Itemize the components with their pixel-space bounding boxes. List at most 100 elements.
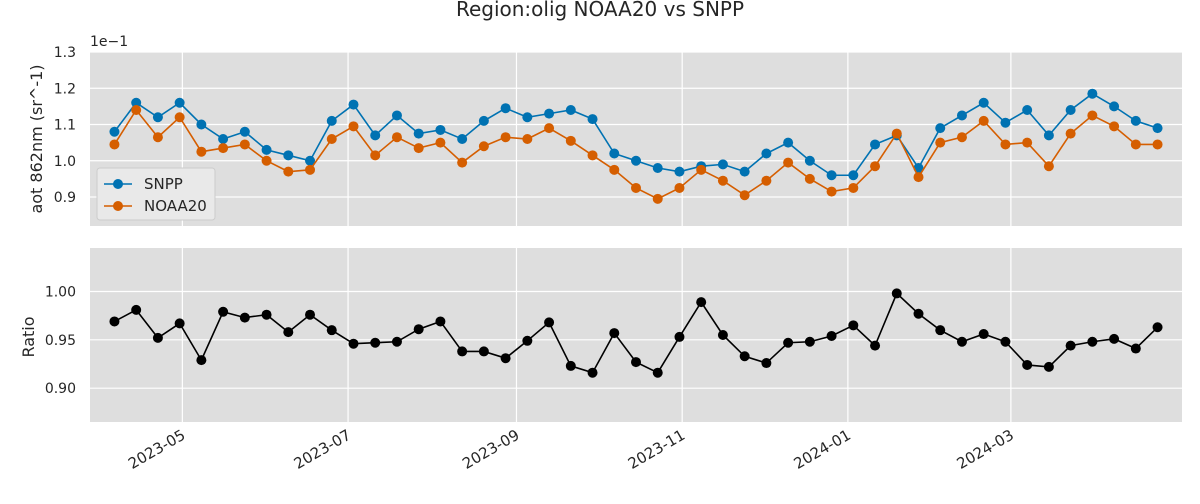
top-point-snpp [370, 130, 381, 141]
bottom-point-ratio [935, 325, 946, 336]
bottom-point-ratio [1109, 333, 1120, 344]
x-tick-label: 2023-07 [291, 426, 354, 473]
top-point-snpp [870, 139, 881, 150]
bottom-point-ratio [283, 327, 294, 338]
legend-marker-noaa20 [113, 201, 123, 211]
x-tick-label: 2023-05 [125, 426, 188, 473]
bottom-point-ratio [783, 337, 794, 348]
bottom-point-ratio [196, 355, 207, 366]
top-point-snpp [305, 155, 316, 166]
top-point-snpp [652, 163, 663, 173]
bottom-panel-plot-area [90, 248, 1182, 422]
top-point-snpp [587, 114, 598, 125]
legend-marker-snpp [113, 179, 123, 189]
top-point-snpp [544, 108, 555, 119]
top-point-snpp [1065, 105, 1076, 115]
bottom-y-tick-label: 0.95 [45, 333, 76, 349]
bottom-point-ratio [761, 358, 772, 369]
bottom-point-ratio [218, 306, 229, 317]
legend-box [96, 167, 216, 221]
top-point-noaa20 [761, 175, 772, 186]
top-point-snpp [804, 155, 815, 166]
top-point-noaa20 [283, 166, 294, 177]
top-point-noaa20 [631, 182, 641, 193]
top-point-noaa20 [413, 143, 424, 154]
top-point-snpp [131, 97, 142, 108]
bottom-point-ratio [457, 346, 468, 357]
top-point-snpp [956, 110, 967, 121]
top-point-noaa20 [326, 134, 337, 144]
top-point-noaa20 [609, 164, 620, 175]
bottom-point-ratio [1043, 361, 1054, 372]
top-point-snpp [935, 123, 946, 134]
top-point-snpp [761, 148, 772, 159]
top-point-snpp [717, 159, 728, 170]
bottom-point-ratio [804, 336, 815, 347]
bottom-y-axis-label: Ratio [19, 316, 38, 357]
bottom-point-ratio [522, 335, 533, 346]
bottom-point-ratio [478, 346, 489, 357]
top-point-snpp [218, 134, 229, 144]
top-point-noaa20 [935, 137, 946, 148]
bottom-point-ratio [261, 309, 272, 320]
bottom-point-ratio [956, 336, 967, 347]
bottom-point-ratio [174, 318, 185, 329]
top-point-snpp [1130, 115, 1141, 126]
bottom-point-ratio [1065, 340, 1076, 351]
top-point-noaa20 [391, 132, 402, 143]
bottom-point-ratio [826, 330, 837, 341]
top-point-noaa20 [305, 164, 316, 175]
top-point-snpp [674, 166, 685, 177]
top-point-snpp [1043, 130, 1054, 141]
top-point-snpp [1087, 88, 1098, 99]
top-point-noaa20 [457, 157, 468, 168]
bottom-point-ratio [305, 309, 316, 320]
top-point-noaa20 [739, 190, 750, 201]
bottom-point-ratio [326, 325, 337, 336]
top-point-noaa20 [674, 182, 685, 193]
top-point-snpp [609, 148, 620, 159]
top-point-snpp [348, 99, 359, 110]
top-point-snpp [283, 150, 294, 161]
bottom-point-ratio [500, 353, 511, 364]
top-point-snpp [239, 126, 250, 137]
bottom-point-ratio [391, 336, 402, 347]
top-point-noaa20 [565, 135, 576, 146]
top-point-noaa20 [717, 175, 728, 186]
top-point-snpp [1022, 105, 1033, 115]
bottom-point-ratio [1022, 359, 1033, 370]
bottom-point-ratio [544, 317, 555, 328]
bottom-point-ratio [587, 367, 598, 378]
top-point-snpp [261, 144, 272, 155]
bottom-point-ratio [674, 331, 685, 342]
legend: SNPP NOAA20 [96, 167, 216, 221]
top-point-snpp [565, 105, 576, 115]
bottom-point-ratio [435, 316, 446, 327]
top-point-noaa20 [1130, 139, 1141, 150]
x-tick-label: 2024-03 [954, 426, 1017, 473]
top-point-noaa20 [1065, 128, 1076, 139]
bottom-point-ratio [131, 304, 142, 315]
top-point-snpp [1000, 117, 1011, 128]
top-point-noaa20 [261, 155, 272, 166]
top-point-snpp [109, 126, 120, 137]
bottom-y-tick-label: 0.90 [45, 381, 76, 397]
top-point-noaa20 [956, 132, 967, 143]
bottom-point-ratio [109, 316, 120, 327]
bottom-point-ratio [631, 357, 641, 368]
bottom-point-ratio [565, 360, 576, 371]
top-point-noaa20 [218, 143, 229, 154]
top-point-noaa20 [652, 193, 663, 204]
top-point-noaa20 [109, 139, 120, 150]
top-point-noaa20 [131, 105, 142, 115]
top-point-noaa20 [1043, 161, 1054, 172]
top-point-noaa20 [1109, 121, 1120, 132]
top-point-noaa20 [696, 164, 707, 175]
top-point-noaa20 [913, 172, 924, 183]
top-y-tick-label: 0.9 [54, 190, 76, 206]
top-offset-text: 1e−1 [90, 34, 128, 50]
bottom-point-ratio [1087, 336, 1098, 347]
top-point-noaa20 [1152, 139, 1163, 150]
